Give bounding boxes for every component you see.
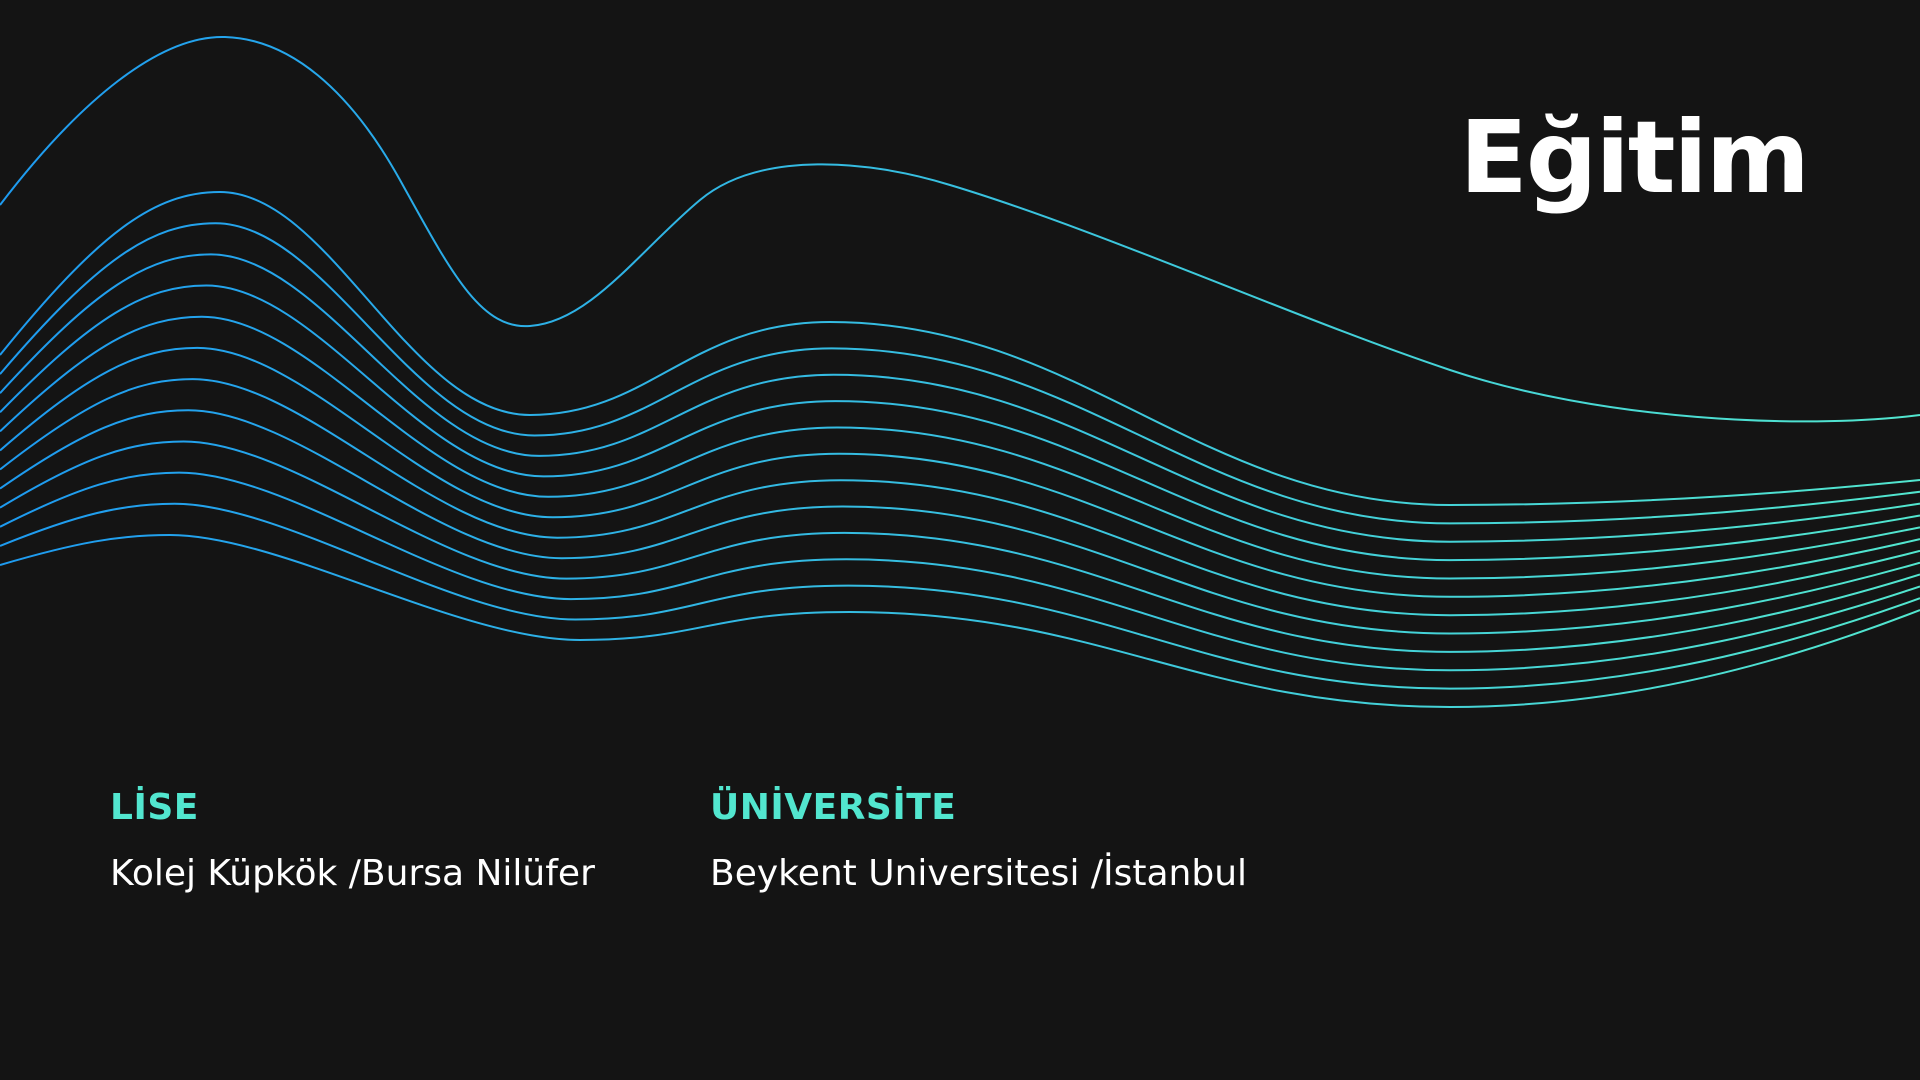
high-school-heading: LİSE (110, 787, 199, 828)
university-section: ÜNİVERSİTE Beykent Universitesi /İstanbu… (710, 790, 1247, 892)
wave-line (0, 440, 1920, 653)
wave-line (0, 502, 1920, 690)
wave-line (0, 284, 1920, 562)
wave-line (0, 253, 1920, 543)
high-school-name: Kolej Küpkök /Bursa Nilüfer (110, 853, 595, 894)
wave-line (0, 346, 1920, 598)
wave-line (0, 222, 1920, 525)
wave-line (0, 190, 1920, 507)
high-school-section: LİSE Kolej Küpkök /Bursa Nilüfer (110, 790, 595, 892)
university-heading: ÜNİVERSİTE (710, 787, 957, 828)
wave-line (0, 409, 1920, 635)
wave-line (0, 378, 1920, 617)
wave-line-top (0, 35, 1920, 423)
wave-line (0, 315, 1920, 580)
university-name: Beykent Universitesi /İstanbul (710, 853, 1248, 894)
page-title: Eğitim (1459, 99, 1810, 216)
wave-line (0, 471, 1920, 672)
wave-line (0, 533, 1920, 709)
